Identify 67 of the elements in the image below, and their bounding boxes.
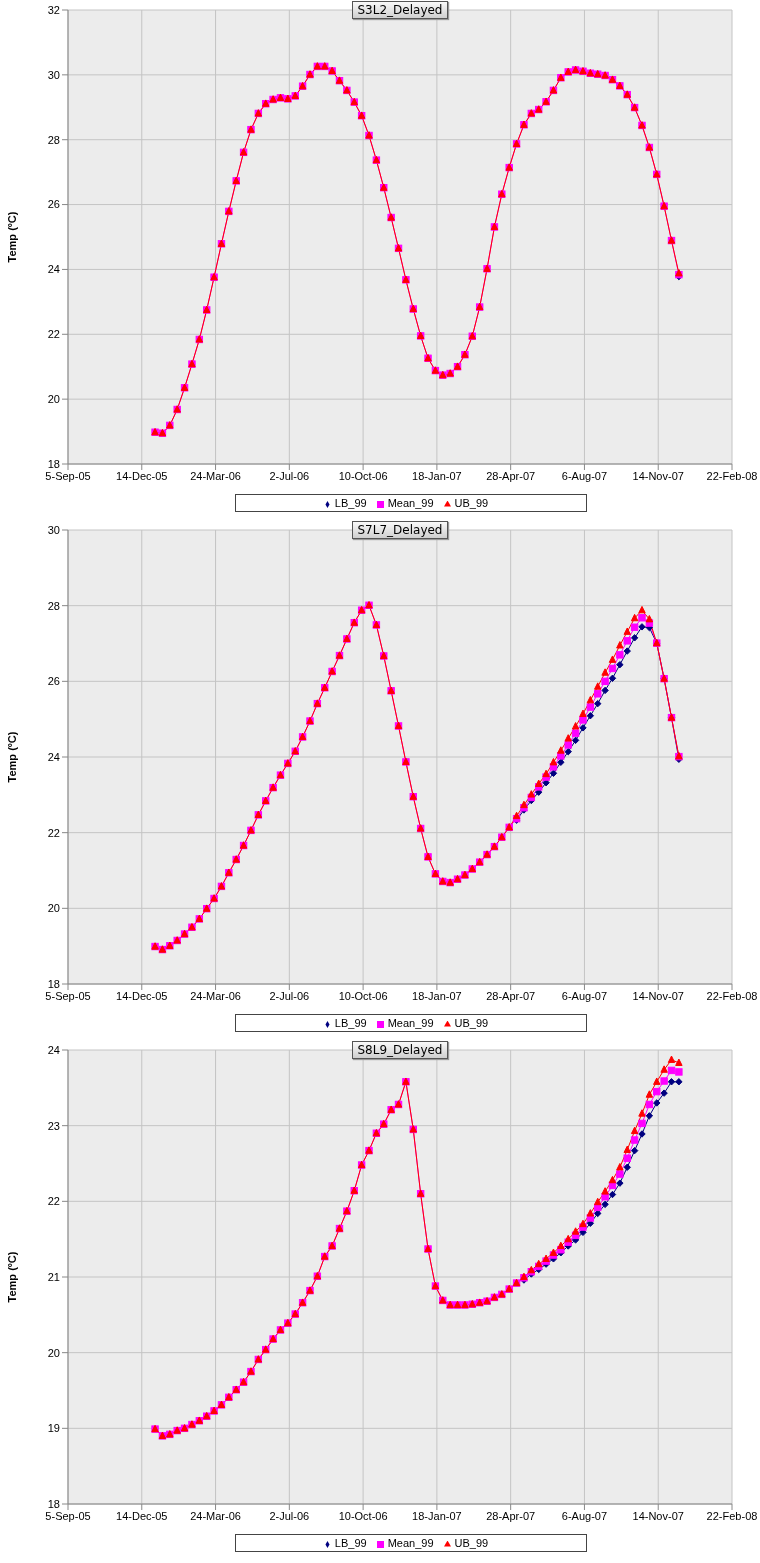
y-tick-label: 19 <box>47 1422 60 1435</box>
x-tick-label: 28-Apr-07 <box>486 989 536 1002</box>
x-tick-label: 6-Aug-07 <box>561 469 608 482</box>
y-tick-label: 24 <box>47 1043 60 1056</box>
chart-title: S3L2_Delayed <box>351 1 449 19</box>
y-tick-label: 22 <box>47 1195 60 1208</box>
legend-label: LB_99 <box>334 1537 367 1549</box>
x-tick-label: 14-Dec-05 <box>116 1509 168 1522</box>
x-tick-label: 2-Jul-06 <box>269 989 310 1002</box>
x-tick-label: 5-Sep-05 <box>45 989 91 1002</box>
legend-label: Mean_99 <box>387 1017 434 1029</box>
x-tick-label: 28-Apr-07 <box>486 469 536 482</box>
y-tick-label: 20 <box>47 1346 60 1359</box>
y-tick-label: 20 <box>47 902 60 915</box>
y-tick-label: 28 <box>47 599 60 612</box>
y-tick-label: 23 <box>47 1119 60 1132</box>
x-tick-label: 5-Sep-05 <box>45 469 91 482</box>
y-tick-label: 21 <box>47 1270 60 1283</box>
x-tick-label: 6-Aug-07 <box>561 1509 608 1522</box>
y-tick-label: 22 <box>47 328 60 341</box>
x-tick-label: 2-Jul-06 <box>269 1509 310 1522</box>
x-tick-label: 10-Oct-06 <box>338 1509 388 1522</box>
x-tick-label: 22-Feb-08 <box>706 989 758 1002</box>
y-tick-label: 30 <box>47 68 60 81</box>
x-tick-label: 14-Nov-07 <box>632 989 684 1002</box>
x-tick-label: 28-Apr-07 <box>486 1509 536 1522</box>
x-tick-label: 2-Jul-06 <box>269 469 310 482</box>
legend-label: UB_99 <box>454 1017 489 1029</box>
y-axis-title: Temp (ºC) <box>5 731 18 783</box>
legend-label: Mean_99 <box>387 1537 434 1549</box>
legend-label: UB_99 <box>454 1537 489 1549</box>
x-tick-label: 14-Dec-05 <box>116 989 168 1002</box>
chart-title: S8L9_Delayed <box>351 1041 449 1059</box>
x-tick-label: 6-Aug-07 <box>561 989 608 1002</box>
x-tick-label: 22-Feb-08 <box>706 469 758 482</box>
y-tick-label: 26 <box>47 675 60 688</box>
x-tick-label: 18-Jan-07 <box>412 989 462 1002</box>
x-tick-label: 18-Jan-07 <box>412 469 462 482</box>
x-tick-label: 14-Nov-07 <box>632 1509 684 1522</box>
y-tick-label: 26 <box>47 198 60 211</box>
y-axis-title: Temp (ºC) <box>5 1251 18 1303</box>
y-tick-label: 20 <box>47 393 60 406</box>
y-tick-label: 30 <box>47 523 60 536</box>
legend-label: LB_99 <box>334 497 367 509</box>
legend-label: UB_99 <box>454 497 489 509</box>
x-tick-label: 10-Oct-06 <box>338 469 388 482</box>
y-tick-label: 28 <box>47 133 60 146</box>
legend-label: Mean_99 <box>387 497 434 509</box>
y-tick-label: 24 <box>47 750 60 763</box>
y-tick-label: 18 <box>47 977 60 990</box>
x-tick-label: 24-Mar-06 <box>190 989 241 1002</box>
x-tick-label: 14-Nov-07 <box>632 469 684 482</box>
y-tick-label: 24 <box>47 263 60 276</box>
y-tick-label: 18 <box>47 1497 60 1510</box>
x-tick-label: 24-Mar-06 <box>190 1509 241 1522</box>
y-tick-label: 18 <box>47 457 60 470</box>
chart-title: S7L7_Delayed <box>351 521 449 539</box>
y-axis-title: Temp (ºC) <box>5 211 18 263</box>
x-tick-label: 22-Feb-08 <box>706 1509 758 1522</box>
legend-label: LB_99 <box>334 1017 367 1029</box>
y-tick-label: 32 <box>47 3 60 16</box>
x-tick-label: 5-Sep-05 <box>45 1509 91 1522</box>
x-tick-label: 14-Dec-05 <box>116 469 168 482</box>
x-tick-label: 10-Oct-06 <box>338 989 388 1002</box>
y-tick-label: 22 <box>47 826 60 839</box>
x-tick-label: 18-Jan-07 <box>412 1509 462 1522</box>
x-tick-label: 24-Mar-06 <box>190 469 241 482</box>
